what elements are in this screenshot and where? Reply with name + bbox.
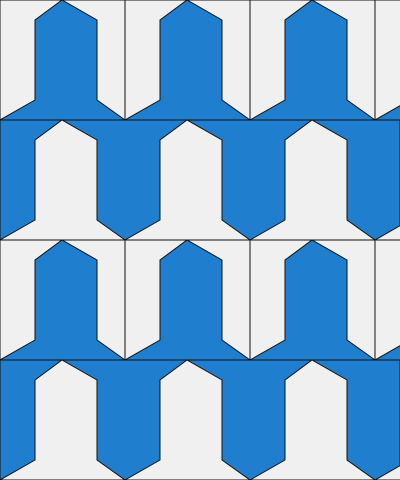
notch-shape: [0, 119, 127, 241]
notch-shape: [248, 359, 376, 480]
notch-shape: [0, 359, 126, 480]
arrow-up-shape: [0, 239, 127, 361]
arrow-up-shape: [248, 239, 377, 361]
tile-cell: [374, 239, 400, 361]
tile-cell: [374, 0, 400, 121]
notch-shape: [248, 119, 377, 241]
arrow-up-shape: [373, 105, 400, 121]
arrow-up-shape: [123, 239, 252, 361]
notch-shape: [123, 359, 251, 480]
notch-shape: [373, 465, 400, 480]
arrow-up-shape: [373, 345, 400, 361]
arrow-up-shape: [123, 0, 252, 121]
notch-shape: [373, 225, 400, 241]
arrow-up-shape: [0, 0, 127, 121]
arrow-up-shape: [248, 0, 377, 121]
notch-shape: [123, 119, 252, 241]
